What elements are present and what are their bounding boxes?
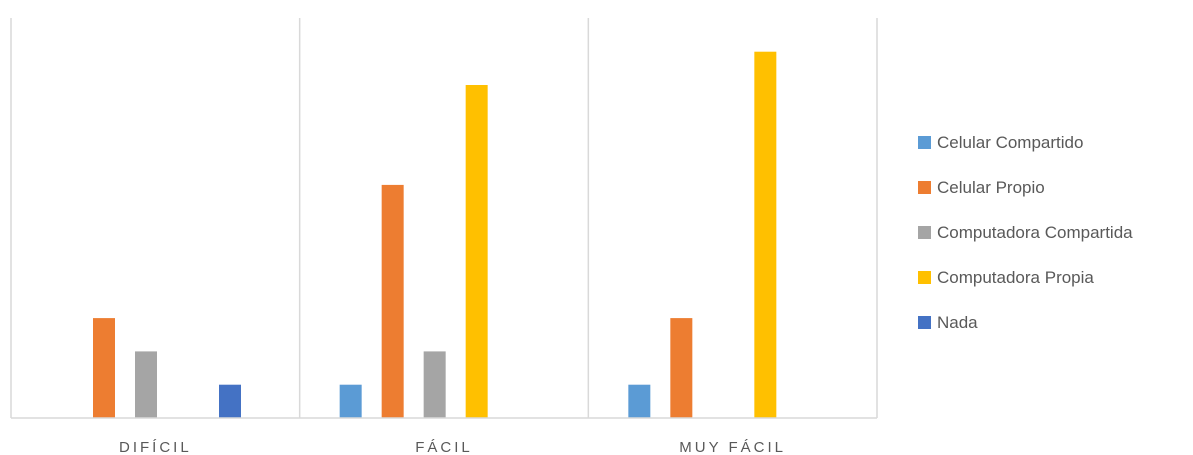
legend-swatch: [918, 316, 931, 329]
legend-label: Celular Compartido: [937, 133, 1083, 152]
legend-label: Computadora Propia: [937, 268, 1094, 287]
category-label: MUY FÁCIL: [679, 439, 786, 455]
legend-swatch: [918, 226, 931, 239]
legend-swatch: [918, 181, 931, 194]
bar-celular-propio-2: [670, 318, 693, 418]
legend-label: Nada: [937, 313, 978, 332]
legend-label: Computadora Compartida: [937, 223, 1133, 242]
bar-computadora-propia-1: [465, 85, 488, 418]
bar-computadora-compartida-0: [135, 351, 157, 418]
bar-celular-compartido-1: [339, 384, 362, 418]
bar-celular-compartido-2: [628, 384, 651, 418]
bars-group: [93, 51, 777, 418]
bar-celular-propio-0: [93, 318, 115, 418]
category-label: DIFÍCIL: [119, 439, 192, 455]
legend: Celular Compartido Celular Propio Computad…: [918, 133, 1133, 332]
bar-nada-0: [219, 384, 241, 418]
bar-computadora-propia-2: [754, 51, 777, 418]
legend-label: Celular Propio: [937, 178, 1045, 197]
category-dividers: [10, 18, 878, 418]
bar-computadora-compartida-1: [423, 351, 446, 418]
legend-swatch: [918, 271, 931, 284]
legend-swatch: [918, 136, 931, 149]
category-label: FÁCIL: [415, 439, 473, 455]
category-labels: DIFÍCIL FÁCIL MUY FÁCIL: [119, 439, 786, 455]
bar-celular-propio-1: [381, 184, 404, 418]
